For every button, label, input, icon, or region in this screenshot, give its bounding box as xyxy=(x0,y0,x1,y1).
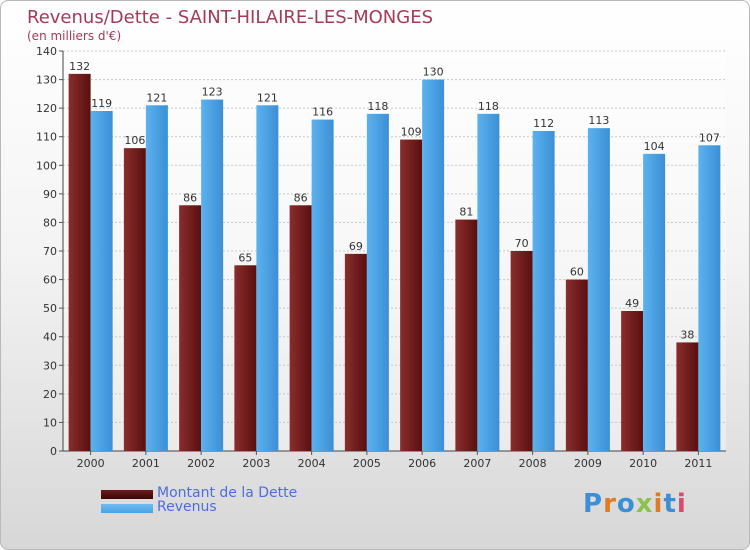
bar-dette xyxy=(621,311,644,451)
data-label-revenus: 113 xyxy=(588,114,609,127)
x-tick-label: 2007 xyxy=(463,457,491,470)
proxiti-logo: Proxiti xyxy=(583,489,687,519)
bar-revenus xyxy=(477,113,500,451)
data-label-revenus: 130 xyxy=(423,66,444,79)
x-tick-label: 2002 xyxy=(187,457,215,470)
logo-letter: i xyxy=(676,489,687,519)
data-label-dette: 81 xyxy=(459,206,473,219)
y-tick-label: 50 xyxy=(43,302,57,315)
logo-letter: o xyxy=(616,489,636,519)
y-tick-label: 130 xyxy=(36,74,57,87)
bar-dette xyxy=(400,139,423,452)
bar-revenus xyxy=(422,79,445,452)
chart-title: Revenus/Dette - SAINT-HILAIRE-LES-MONGES xyxy=(27,7,434,28)
data-label-dette: 70 xyxy=(515,237,529,250)
x-tick-label: 2001 xyxy=(132,457,160,470)
y-tick-label: 100 xyxy=(36,159,57,172)
chart-subtitle: (en milliers d'€) xyxy=(27,29,122,43)
data-label-dette: 38 xyxy=(680,328,694,341)
data-label-dette: 86 xyxy=(294,191,308,204)
x-tick-label: 2004 xyxy=(298,457,326,470)
data-label-revenus: 121 xyxy=(146,91,167,104)
logo-letter: t xyxy=(663,489,677,519)
x-tick-label: 2009 xyxy=(574,457,602,470)
data-label-dette: 106 xyxy=(124,134,145,147)
bar-dette xyxy=(289,205,312,451)
x-tick-label: 2000 xyxy=(77,457,105,470)
y-tick-label: 10 xyxy=(43,416,57,429)
bar-dette xyxy=(179,205,202,451)
bar-revenus xyxy=(145,105,168,452)
data-label-revenus: 119 xyxy=(91,97,112,110)
bar-revenus xyxy=(201,99,224,452)
y-tick-label: 80 xyxy=(43,216,57,229)
data-label-revenus: 116 xyxy=(312,106,333,119)
legend-label-dette: Montant de la Dette xyxy=(157,485,298,501)
data-label-revenus: 121 xyxy=(257,91,278,104)
y-tick-label: 20 xyxy=(43,388,57,401)
bar-dette xyxy=(234,265,257,451)
x-tick-label: 2003 xyxy=(242,457,270,470)
data-label-revenus: 112 xyxy=(533,117,554,130)
y-tick-label: 40 xyxy=(43,331,57,344)
legend-label-revenus: Revenus xyxy=(157,499,217,515)
bar-revenus xyxy=(256,105,279,452)
legend-swatch-dette xyxy=(101,490,153,499)
x-tick-label: 2008 xyxy=(519,457,547,470)
data-label-dette: 86 xyxy=(183,191,197,204)
data-label-dette: 49 xyxy=(625,297,639,310)
data-label-revenus: 107 xyxy=(699,131,720,144)
data-label-revenus: 104 xyxy=(644,140,665,153)
logo-letter: x xyxy=(635,489,654,519)
x-tick-label: 2006 xyxy=(408,457,436,470)
bar-revenus xyxy=(311,119,334,452)
data-label-dette: 69 xyxy=(349,240,363,253)
bar-dette xyxy=(510,251,533,451)
y-tick-label: 110 xyxy=(36,131,57,144)
logo-letter: i xyxy=(653,489,664,519)
bar-revenus xyxy=(366,113,389,451)
bar-dette xyxy=(565,279,588,451)
y-tick-label: 30 xyxy=(43,359,57,372)
y-tick-label: 140 xyxy=(36,45,57,58)
y-tick-label: 60 xyxy=(43,274,57,287)
x-tick-label: 2011 xyxy=(684,457,712,470)
bar-revenus xyxy=(698,145,721,452)
logo-letter: P xyxy=(583,489,604,519)
bar-dette xyxy=(344,253,367,451)
data-label-revenus: 118 xyxy=(367,100,388,113)
y-tick-label: 120 xyxy=(36,102,57,115)
bar-revenus xyxy=(587,128,610,451)
data-label-dette: 60 xyxy=(570,266,584,279)
bar-dette xyxy=(455,219,478,451)
data-label-revenus: 123 xyxy=(202,86,223,99)
y-tick-label: 70 xyxy=(43,245,57,258)
bar-revenus xyxy=(643,153,666,451)
data-label-dette: 109 xyxy=(401,126,422,139)
legend-swatch-revenus xyxy=(101,504,153,513)
bar-dette xyxy=(676,342,699,451)
logo-letter: r xyxy=(603,489,617,519)
bar-revenus xyxy=(90,111,113,451)
bar-dette xyxy=(123,148,146,451)
x-tick-label: 2010 xyxy=(629,457,657,470)
y-tick-label: 0 xyxy=(50,445,57,458)
bar-dette xyxy=(68,73,91,451)
data-label-dette: 132 xyxy=(69,60,90,73)
y-tick-label: 90 xyxy=(43,188,57,201)
data-label-dette: 65 xyxy=(238,251,252,264)
bar-revenus xyxy=(532,131,555,451)
x-tick-label: 2005 xyxy=(353,457,381,470)
data-label-revenus: 118 xyxy=(478,100,499,113)
